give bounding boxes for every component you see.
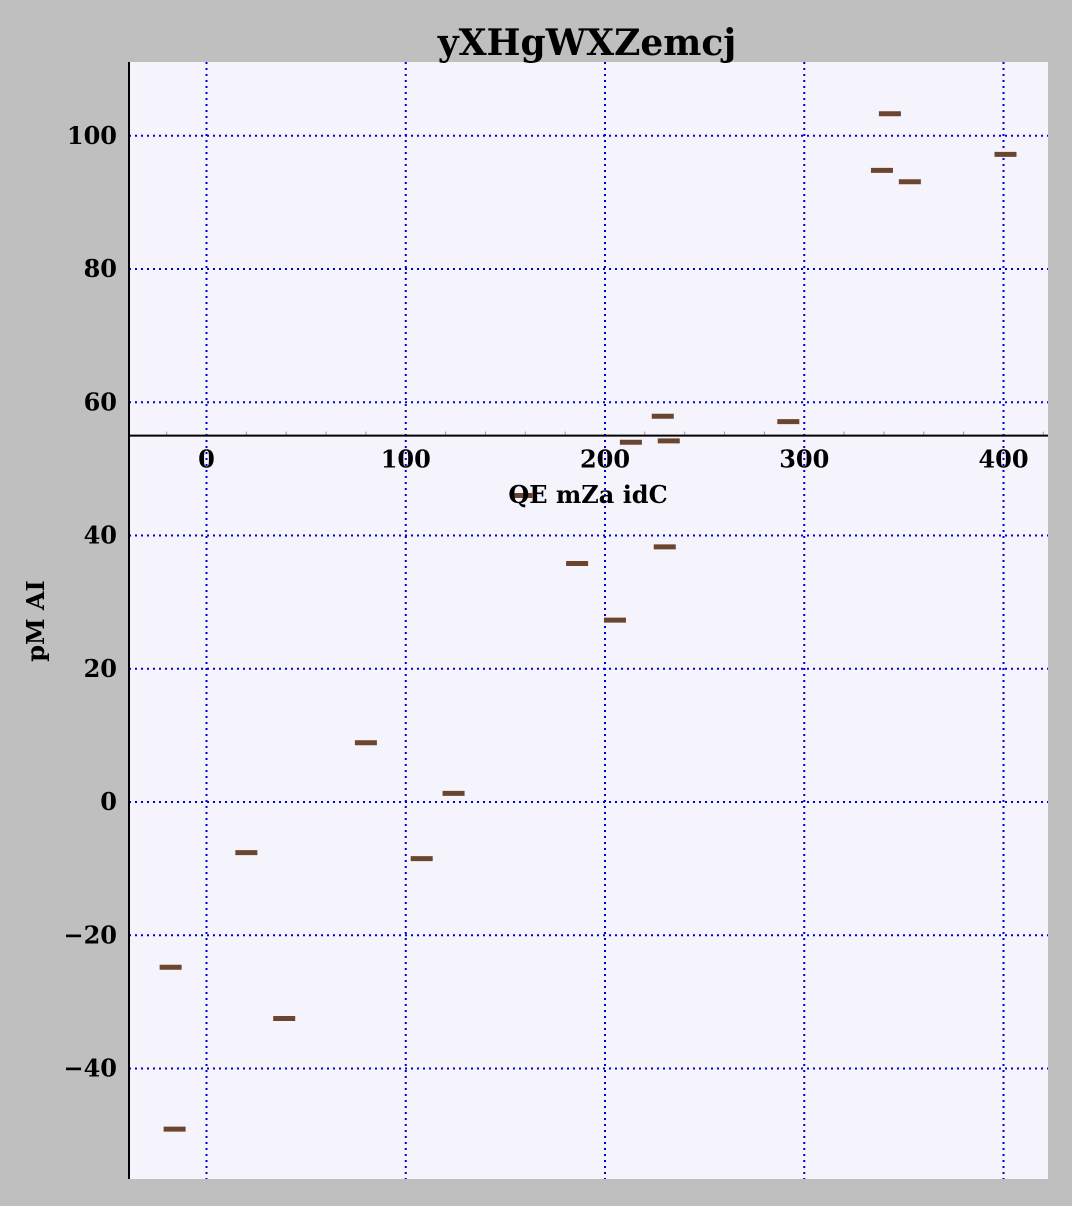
y-tick-labels: −40 −20 0 20 40 60 80 100 bbox=[63, 121, 117, 1083]
y-tick-label: 80 bbox=[84, 254, 117, 283]
y-tick-label: 60 bbox=[84, 387, 117, 416]
y-tick-label: 0 bbox=[100, 787, 117, 816]
x-tick-label: 200 bbox=[580, 445, 630, 474]
chart-title: yXHgWXZemcj bbox=[437, 22, 737, 64]
y-tick-label: 40 bbox=[84, 521, 117, 550]
plot-area bbox=[129, 62, 1048, 1179]
x-tick-label: 0 bbox=[198, 445, 215, 474]
y-axis-label: pM AI bbox=[21, 580, 50, 662]
y-tick-label: 100 bbox=[67, 121, 117, 150]
data-points bbox=[159, 111, 1017, 1132]
y-tick-label: −40 bbox=[63, 1054, 117, 1083]
x-tick-label: 300 bbox=[779, 445, 829, 474]
x-tick-labels: 0 100 200 300 400 bbox=[198, 445, 1028, 474]
y-tick-label: 20 bbox=[84, 654, 117, 683]
y-tick-label: −20 bbox=[63, 920, 117, 949]
x-tick-label: 400 bbox=[978, 445, 1028, 474]
x-axis-label: QE mZa idC bbox=[508, 480, 667, 509]
x-tick-label: 100 bbox=[381, 445, 431, 474]
